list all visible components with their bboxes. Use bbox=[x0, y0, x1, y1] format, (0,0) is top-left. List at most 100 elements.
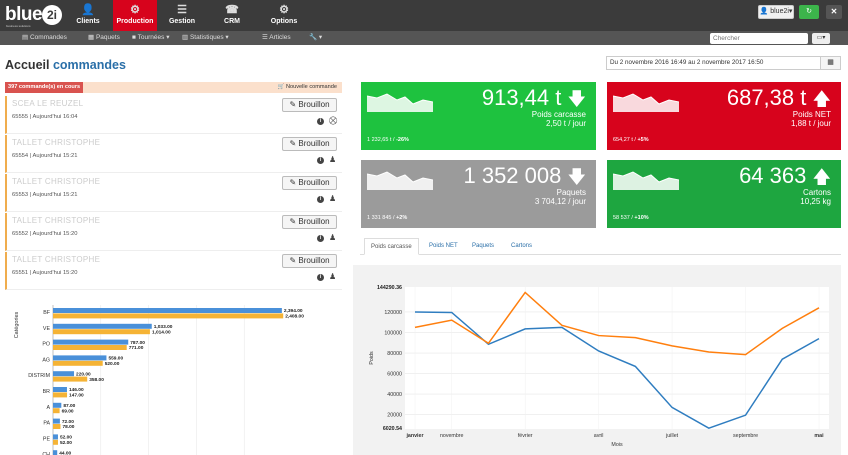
info-icon[interactable]: i bbox=[317, 196, 324, 203]
bar-value-label: 358.00 bbox=[89, 377, 104, 383]
subnav-tournees[interactable]: ■ Tournées ▾ bbox=[132, 34, 170, 41]
info-icon[interactable]: i bbox=[317, 235, 324, 242]
orders-count: 397 commande(s) en cours bbox=[5, 82, 84, 93]
bar bbox=[53, 345, 127, 350]
subnav-label: Commandes bbox=[29, 34, 67, 41]
bar bbox=[53, 376, 88, 382]
cart-icon: 🛒 bbox=[277, 84, 285, 90]
draft-status-button[interactable]: ✎ Brouillon bbox=[282, 176, 337, 190]
nav-label: Clients bbox=[76, 18, 100, 25]
subnav-articles[interactable]: ☰ Articles bbox=[262, 31, 291, 45]
draft-status-button[interactable]: ✎ Brouillon bbox=[282, 254, 337, 268]
order-list-item[interactable]: TALLET CHRISTOPHE 65553 | Aujourd'hui 15:… bbox=[5, 174, 342, 212]
refresh-button[interactable]: ↻ bbox=[799, 5, 819, 19]
kpi-tile-cartons: 64 363 🡅 Cartons 10,25 kg 58 537 / +10% bbox=[607, 160, 841, 228]
user-slash-icon[interactable]: ⛒ bbox=[329, 116, 338, 125]
draft-status-button[interactable]: ✎ Brouillon bbox=[282, 98, 337, 112]
kpi-label: Poids NET bbox=[792, 110, 831, 119]
user-icon[interactable]: ♟ bbox=[329, 155, 337, 164]
user-icon[interactable]: ♟ bbox=[329, 272, 337, 281]
nav-label: Gestion bbox=[168, 18, 196, 25]
list-icon: ☰ bbox=[262, 34, 268, 41]
search-icon: ▭ bbox=[816, 35, 823, 41]
y-tick-label: 80000 bbox=[387, 351, 402, 357]
nav-crm[interactable]: ☎ CRM bbox=[210, 0, 254, 31]
kpi-value-row: 913,44 t 🡇 bbox=[482, 86, 586, 111]
edit-icon: ✎ bbox=[289, 178, 297, 187]
subnav-statistiques[interactable]: ▥ Statistiques ▾ bbox=[182, 34, 229, 41]
subnav-label: Paquets bbox=[95, 34, 120, 41]
bar bbox=[53, 450, 58, 455]
bar bbox=[53, 434, 58, 440]
bar-value-label: 1,014.00 bbox=[152, 329, 171, 335]
calendar-button[interactable]: ▦ bbox=[821, 56, 841, 70]
kpi-value: 913,44 t bbox=[481, 85, 562, 110]
category-label: A bbox=[46, 405, 50, 411]
order-list-item[interactable]: TALLET CHRISTOPHE 65554 | Aujourd'hui 15:… bbox=[5, 135, 342, 173]
draft-status-button[interactable]: ✎ Brouillon bbox=[282, 215, 337, 229]
y-tick-label: 60000 bbox=[387, 372, 402, 378]
tab-poids-net[interactable]: Poids NET bbox=[429, 243, 458, 249]
arrow-up-icon: 🡅 bbox=[812, 167, 831, 187]
category-label: DISTRIM bbox=[28, 373, 50, 379]
y-min-label: 6020.54 bbox=[383, 426, 402, 432]
bar bbox=[53, 424, 61, 429]
order-list-item[interactable]: TALLET CHRISTOPHE 65551 | Aujourd'hui 15:… bbox=[5, 252, 342, 290]
order-client-name: TALLET CHRISTOPHE bbox=[12, 177, 101, 186]
kpi-change: -26% bbox=[396, 137, 409, 143]
nav-gestion[interactable]: ☰ Gestion bbox=[160, 0, 204, 31]
edit-icon: ✎ bbox=[289, 100, 297, 109]
blue2i-logo[interactable]: blue 2i business solutions bbox=[5, 4, 67, 28]
user-menu-button[interactable]: 👤 blue2i▾ bbox=[758, 5, 794, 19]
order-list-item[interactable]: SCEA LE REUZEL 65555 | Aujourd'hui 16:04 ✎… bbox=[5, 96, 342, 134]
edit-icon: ✎ bbox=[289, 256, 297, 265]
logo-tagline: business solutions bbox=[6, 24, 31, 28]
subnav-commandes[interactable]: ▤ Commandes bbox=[22, 31, 67, 45]
y-axis-label: Catégories bbox=[14, 311, 20, 338]
logo-text: blue bbox=[5, 4, 43, 25]
date-range-input[interactable]: Du 2 novembre 2016 16:49 au 2 novembre 2… bbox=[606, 56, 821, 70]
order-list-item[interactable]: TALLET CHRISTOPHE 65552 | Aujourd'hui 15:… bbox=[5, 213, 342, 251]
bar bbox=[53, 392, 68, 398]
subnav-label: Statistiques bbox=[189, 34, 224, 41]
kpi-rate: 2,50 t / jour bbox=[545, 119, 586, 128]
kpi-value-row: 64 363 🡅 bbox=[739, 164, 831, 189]
close-button[interactable]: ✕ bbox=[826, 5, 842, 19]
new-order-label: Nouvelle commande bbox=[286, 84, 337, 90]
tab-paquets[interactable]: Paquets bbox=[472, 243, 495, 249]
kpi-label: Poids carcasse bbox=[531, 110, 586, 119]
sub-navbar: ▤ Commandes ▦ Paquets ■ Tournées ▾ ▥ Sta… bbox=[0, 31, 848, 45]
subnav-paquets[interactable]: ▦ Paquets bbox=[88, 31, 120, 45]
order-client-name: TALLET CHRISTOPHE bbox=[12, 138, 101, 147]
nav-clients[interactable]: 👤 Clients bbox=[66, 0, 110, 31]
info-icon[interactable]: i bbox=[317, 274, 324, 281]
info-icon[interactable]: i bbox=[317, 118, 324, 125]
kpi-rate: 1,88 t / jour bbox=[790, 119, 831, 128]
new-order-link[interactable]: 🛒 Nouvelle commande bbox=[277, 82, 337, 93]
bar bbox=[53, 387, 67, 392]
kpi-value-row: 1 352 008 🡇 bbox=[463, 164, 586, 189]
y-max-label: 144290.36 bbox=[377, 285, 402, 291]
user-icon[interactable]: ♟ bbox=[329, 233, 337, 242]
kpi-comparison: 1 331 845 / +2% bbox=[367, 215, 407, 221]
sparkline bbox=[367, 93, 433, 112]
gear-icon: ⚙ bbox=[130, 4, 140, 16]
search-input[interactable] bbox=[710, 33, 808, 44]
user-icon[interactable]: ♟ bbox=[329, 194, 337, 203]
tab-poids-carcasse[interactable]: Poids carcasse bbox=[364, 238, 419, 255]
nav-production[interactable]: ⚙ Production bbox=[113, 0, 157, 31]
bar bbox=[53, 418, 60, 424]
draft-status-button[interactable]: ✎ Brouillon bbox=[282, 137, 337, 151]
subnav-tools[interactable]: 🔧 ▾ bbox=[309, 34, 323, 41]
search-options-button[interactable]: ▭▾ bbox=[812, 33, 830, 44]
categories-bar-chart: Catégories BF 2,394.002,408.00 VE 1,033.001,… bbox=[14, 305, 304, 455]
info-icon[interactable]: i bbox=[317, 157, 324, 164]
nav-label: Options bbox=[270, 18, 298, 25]
bar-value-label: 2,394.00 bbox=[284, 308, 303, 314]
nav-options[interactable]: ⚙ Options bbox=[262, 0, 306, 31]
category-label: PA bbox=[43, 421, 50, 427]
x-tick-label: novembre bbox=[440, 433, 464, 439]
bar-value-label: 44.00 bbox=[59, 450, 71, 455]
page-title: Accueil commandes bbox=[5, 58, 126, 72]
tab-cartons[interactable]: Cartons bbox=[511, 243, 533, 249]
